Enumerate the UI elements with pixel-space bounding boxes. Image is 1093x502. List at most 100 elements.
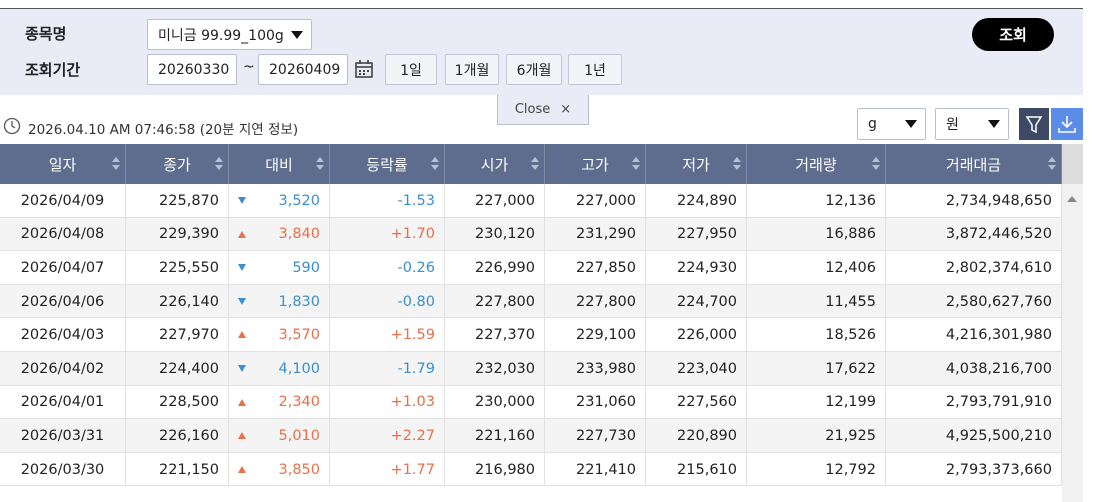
table-cell: 226,140	[126, 284, 229, 319]
header-text: 거래대금	[945, 155, 1002, 174]
column-header[interactable]: 거래대금	[886, 144, 1062, 184]
table-cell: 232,030	[445, 352, 545, 386]
table-cell: 3,520	[229, 184, 330, 218]
unit-select[interactable]: g	[857, 108, 926, 140]
table-cell: 226,000	[646, 318, 747, 352]
status: 2026.04.10 AM 07:46:58 (20분 지연 정보)	[28, 118, 298, 138]
table-cell: 227,000	[545, 184, 646, 218]
table-cell: 5,010	[229, 419, 330, 453]
table-cell: 2,802,374,610	[886, 251, 1062, 285]
item-select[interactable]: 미니금 99.99_100g	[147, 19, 312, 50]
unit-value: g	[868, 116, 877, 132]
table-cell: 2026/03/31	[0, 419, 126, 453]
table-cell: 227,000	[445, 184, 545, 218]
currency-select[interactable]: 원	[935, 108, 1009, 140]
column-header[interactable]: 고가	[545, 144, 646, 184]
start-date[interactable]: 20260330	[147, 54, 237, 85]
table-cell: 231,060	[545, 385, 646, 420]
table-cell: -0.80	[330, 284, 445, 319]
column-header[interactable]: 저가	[646, 144, 747, 184]
data-table: 일자 종가 대비 등락률 시가 고가 저가 거래량 거래대금 2026/04/09 225,870…	[0, 144, 1083, 502]
table-header: 일자 종가 대비 등락률 시가 고가 저가 거래량 거래대금	[0, 144, 1062, 184]
table-row: 2026/04/03 227,970 3,570 +1.59 227,370 229,10…	[0, 318, 1062, 352]
table-cell: 21,925	[747, 419, 886, 453]
table-cell: 230,120	[445, 217, 545, 252]
table-cell: 227,970	[126, 318, 229, 352]
table-cell: 2026/04/07	[0, 251, 126, 285]
table-cell: 224,930	[646, 251, 747, 285]
table-row: 2026/03/31 226,160 5,010 +2.27 221,160 227,73…	[0, 419, 1062, 453]
download-button[interactable]	[1051, 108, 1083, 140]
table-cell: 228,500	[126, 385, 229, 420]
table-cell: 18,526	[747, 318, 886, 352]
table-cell: 11,455	[747, 284, 886, 319]
table-cell: 2,793,791,910	[886, 385, 1062, 420]
timestamp: 2026.04.10 AM 07:46:58	[28, 122, 196, 138]
column-header[interactable]: 시가	[445, 144, 545, 184]
table-cell: 4,038,216,700	[886, 352, 1062, 386]
table-cell: -1.79	[330, 352, 445, 386]
filter-button[interactable]	[1019, 108, 1049, 140]
table-cell: 17,622	[747, 352, 886, 386]
range-button[interactable]: 6개월	[506, 54, 562, 85]
column-header[interactable]: 일자	[0, 144, 126, 184]
column-header[interactable]: 거래량	[747, 144, 886, 184]
table-cell: +1.70	[330, 217, 445, 252]
table-row: 2026/04/02 224,400 4,100 -1.79 232,030 233,98…	[0, 352, 1062, 386]
table-cell: 12,792	[747, 452, 886, 487]
table-cell: +2.27	[330, 419, 445, 453]
scrollbar[interactable]	[1062, 184, 1083, 502]
table-row: 2026/04/08 229,390 3,840 +1.70 230,120 231,29…	[0, 217, 1062, 252]
table-cell: 3,850	[229, 452, 330, 487]
table-cell: -0.26	[330, 251, 445, 285]
table-cell: 16,886	[747, 217, 886, 252]
range-button[interactable]: 1일	[385, 54, 437, 85]
table-row: 2026/04/01 228,500 2,340 +1.03 230,000 231,06…	[0, 385, 1062, 420]
table-row: 2026/04/06 226,140 1,830 -0.80 227,800 227,80…	[0, 284, 1062, 319]
table-cell: 2026/04/06	[0, 284, 126, 319]
search-button[interactable]: 조회	[972, 18, 1054, 51]
item-value: 미니금 99.99_100g	[158, 27, 284, 44]
table-cell: 3,840	[229, 217, 330, 252]
table-cell: 215,610	[646, 452, 747, 487]
range-button[interactable]: 1개월	[445, 54, 499, 85]
end-date[interactable]: 20260409	[258, 54, 348, 85]
column-header[interactable]: 대비	[229, 144, 330, 184]
table-cell: 224,700	[646, 284, 747, 319]
table-cell: 227,850	[545, 251, 646, 285]
table-cell: 224,890	[646, 184, 747, 218]
table-cell: 2,340	[229, 385, 330, 420]
table-cell: 12,406	[747, 251, 886, 285]
down-arrow	[238, 365, 246, 372]
down-arrow	[238, 264, 246, 272]
column-header[interactable]: 종가	[126, 144, 229, 184]
table-cell: 2026/03/30	[0, 452, 126, 487]
table-cell: +1.77	[330, 452, 445, 487]
column-header[interactable]: 등락률	[330, 144, 445, 184]
table-cell: 590	[229, 251, 330, 285]
table-cell: 226,990	[445, 251, 545, 285]
scroll-up[interactable]	[1067, 196, 1077, 202]
table-cell: +1.59	[330, 318, 445, 352]
start-date-text: 20260330	[158, 61, 230, 78]
up-arrow	[238, 432, 246, 440]
up-arrow	[238, 465, 246, 473]
range-button[interactable]: 1년	[568, 54, 622, 85]
calendar-icon[interactable]	[352, 57, 376, 81]
delay-note: (20분 지연 정보)	[199, 122, 299, 138]
table-row: 2026/04/09 225,870 3,520 -1.53 227,000 227,00…	[0, 184, 1062, 218]
filter-panel: 종목명 미니금 99.99_100g 조회기간 20260330 ~ 20260…	[0, 8, 1083, 95]
up-arrow	[238, 398, 246, 406]
table-cell: 230,000	[445, 385, 545, 420]
table-cell: 4,100	[229, 352, 330, 386]
table-cell: 227,730	[545, 419, 646, 453]
table-cell: 2026/04/09	[0, 184, 126, 218]
table-cell: 2026/04/02	[0, 352, 126, 386]
table-cell: 4,216,301,980	[886, 318, 1062, 352]
close-tab[interactable]: Close ×	[497, 95, 589, 125]
table-cell: 2026/04/08	[0, 217, 126, 252]
table-cell: 221,150	[126, 452, 229, 487]
table-cell: 227,370	[445, 318, 545, 352]
table-row: 2026/03/30 221,150 3,850 +1.77 216,980 221,41…	[0, 452, 1062, 487]
